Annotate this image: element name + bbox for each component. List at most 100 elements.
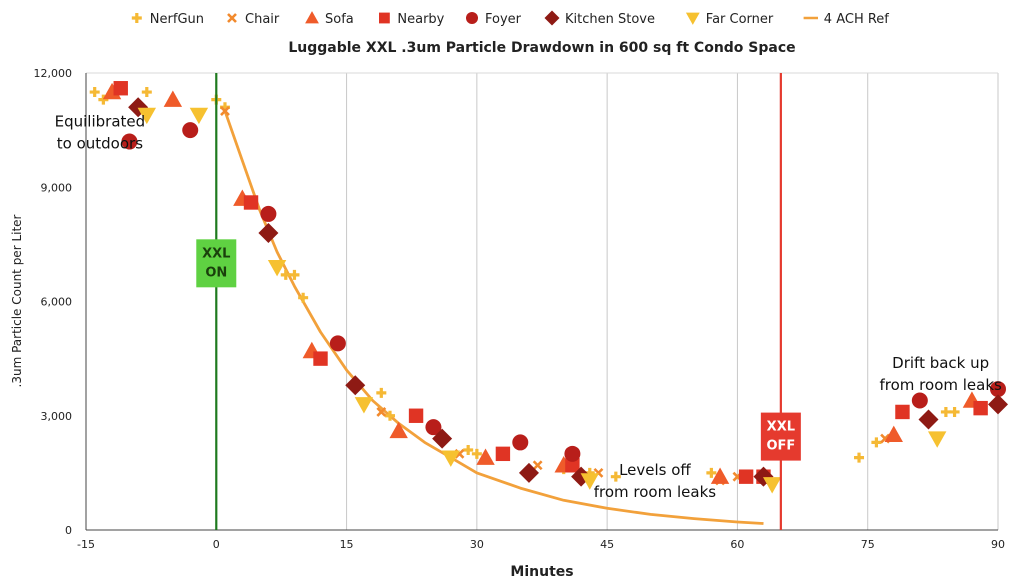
point-chair xyxy=(532,460,543,471)
series-4-ach-ref-line xyxy=(223,110,764,525)
legend-item-far-corner: Far Corner xyxy=(685,12,774,27)
point-sofa xyxy=(476,448,495,465)
legend-label: Foyer xyxy=(485,12,522,27)
y-tick-label: 6,000 xyxy=(41,296,73,309)
data-points xyxy=(89,81,1008,494)
point-far-corner xyxy=(441,450,460,467)
legend-item-kitchen-stove: Kitchen Stove xyxy=(544,10,655,27)
series-kitchen-stove xyxy=(128,97,1008,487)
point-foyer xyxy=(260,205,277,222)
point-kitchen-stove xyxy=(918,409,939,430)
point-nerfgun xyxy=(89,87,100,98)
series-far-corner xyxy=(137,107,947,494)
legend-marker xyxy=(544,10,560,26)
point-nerfgun xyxy=(610,471,621,482)
point-sofa xyxy=(710,467,730,484)
point-nerfgun xyxy=(376,387,387,398)
event-label-text: XXL xyxy=(202,246,230,261)
x-tick-label: 0 xyxy=(213,538,220,551)
point-kitchen-stove xyxy=(345,375,366,396)
point-kitchen-stove xyxy=(988,394,1008,415)
event-label-box xyxy=(760,412,801,461)
x-axis-ticks: -15 0 15 30 45 60 75 90 xyxy=(77,538,1005,551)
legend-item-nearby: Nearby xyxy=(379,12,445,27)
point-far-corner xyxy=(762,477,782,494)
y-tick-label: 3,000 xyxy=(41,410,73,423)
legend-label: 4 ACH Ref xyxy=(824,12,889,27)
legend-item-foyer: Foyer xyxy=(466,12,522,27)
x-tick-label: 30 xyxy=(470,538,484,551)
event-label-text: ON xyxy=(205,265,227,280)
legend-marker xyxy=(685,12,700,25)
legend-marker xyxy=(379,12,390,24)
x-tick-label: 45 xyxy=(600,538,614,551)
legend-label: Far Corner xyxy=(706,12,774,27)
legend-item-nerfgun: NerfGun xyxy=(131,12,204,27)
reference-line xyxy=(223,110,764,525)
event-label-text: XXL xyxy=(767,420,795,435)
legend-marker xyxy=(131,13,142,23)
point-foyer xyxy=(182,122,199,139)
point-nerfgun xyxy=(385,410,395,421)
point-foyer xyxy=(990,381,1006,398)
point-nerfgun xyxy=(141,87,152,98)
annotation-text: from room leaks xyxy=(594,483,717,501)
point-sofa xyxy=(163,90,183,107)
point-foyer xyxy=(329,335,346,352)
y-axis-ticks: 0 3,000 6,000 9,000 12,000 xyxy=(34,67,73,537)
y-tick-label: 12,000 xyxy=(34,67,73,80)
legend-marker xyxy=(305,11,319,24)
legend-label: Chair xyxy=(245,12,280,27)
point-nearby xyxy=(313,351,328,366)
annotation-text: from room leaks xyxy=(880,376,1003,394)
event-lines: XXL ON XXL OFF xyxy=(196,73,801,530)
point-foyer xyxy=(121,133,138,150)
point-far-corner xyxy=(189,107,209,125)
point-nerfgun xyxy=(871,437,882,448)
point-nerfgun xyxy=(280,269,291,280)
point-far-corner xyxy=(267,260,287,277)
point-nearby xyxy=(738,469,754,484)
x-tick-label: -15 xyxy=(77,538,95,551)
annotation-text: Levels off xyxy=(619,461,691,479)
point-foyer xyxy=(911,392,928,409)
point-nerfgun xyxy=(463,445,474,456)
legend-item-chair: Chair xyxy=(227,12,280,27)
point-nearby xyxy=(243,195,259,210)
x-tick-label: 60 xyxy=(730,538,744,551)
point-chair xyxy=(220,106,230,117)
point-nearby xyxy=(895,404,910,420)
point-foyer xyxy=(425,419,442,436)
point-sofa xyxy=(389,421,408,439)
annotation-text: Drift back up xyxy=(892,354,989,372)
event-label-text: OFF xyxy=(766,439,795,454)
point-nearby xyxy=(973,400,988,416)
point-nearby xyxy=(495,446,511,462)
point-far-corner xyxy=(354,397,374,414)
x-tick-label: 90 xyxy=(991,538,1005,551)
point-far-corner xyxy=(928,431,947,448)
legend: NerfGun Chair Sofa Nearby Foyer Kitchen Stove… xyxy=(131,10,889,27)
y-tick-label: 9,000 xyxy=(41,181,73,194)
series-foyer xyxy=(121,122,1006,462)
chart-title: Luggable XXL .3um Particle Drawdown in 6… xyxy=(288,40,795,56)
legend-marker xyxy=(466,12,478,24)
point-nerfgun xyxy=(854,452,865,463)
legend-label: Sofa xyxy=(325,12,354,27)
point-nerfgun xyxy=(98,94,109,105)
y-axis-label: .3um Particle Count per Liter xyxy=(10,214,24,387)
point-nerfgun xyxy=(298,292,309,303)
point-kitchen-stove xyxy=(258,222,279,243)
point-nearby xyxy=(113,81,128,96)
annotations: Equilibrated to outdoors Levels off from ro… xyxy=(55,112,1002,500)
y-tick-label: 0 xyxy=(65,524,72,537)
annotation-text: to outdoors xyxy=(57,134,143,152)
legend-item-4-ach-ref: 4 ACH Ref xyxy=(803,12,889,27)
point-foyer xyxy=(512,434,529,451)
point-chair xyxy=(376,407,387,417)
point-nearby xyxy=(408,408,424,423)
point-far-corner xyxy=(580,473,599,490)
point-nerfgun xyxy=(949,406,960,417)
series-nearby xyxy=(113,81,988,484)
